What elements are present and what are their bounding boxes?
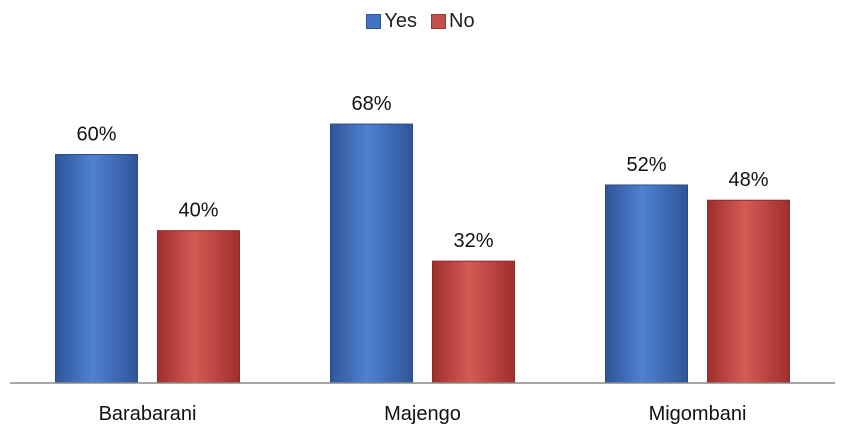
bar-no-migombani: [707, 199, 790, 384]
bar-yes-barabarani: [55, 154, 138, 384]
data-label-yes-majengo: 68%: [351, 93, 391, 115]
data-label-no-majengo: 32%: [453, 230, 493, 252]
bar-yes-majengo: [330, 123, 413, 384]
legend-item-yes: Yes: [366, 10, 417, 33]
legend-swatch-no: [431, 14, 447, 29]
chart-legend: Yes No: [0, 10, 841, 33]
legend-label-no: No: [449, 10, 475, 32]
data-label-no-barabarani: 40%: [178, 200, 218, 222]
data-label-no-migombani: 48%: [728, 169, 768, 191]
legend-swatch-yes: [366, 14, 382, 29]
bar-no-barabarani: [157, 230, 240, 384]
category-label-majengo: Majengo: [384, 403, 461, 425]
category-label-migombani: Migombani: [649, 403, 747, 425]
bars-group: [55, 123, 790, 384]
legend-item-no: No: [431, 10, 475, 33]
legend-label-yes: Yes: [384, 10, 418, 32]
category-label-barabarani: Barabarani: [99, 403, 197, 425]
data-label-yes-migombani: 52%: [626, 154, 666, 176]
bar-yes-migombani: [605, 184, 688, 384]
bar-no-majengo: [432, 260, 515, 384]
data-label-yes-barabarani: 60%: [76, 124, 116, 146]
labels-group: 60% 40% Barabarani 68% 32% Majengo 52% 48% Migom…: [76, 93, 768, 425]
